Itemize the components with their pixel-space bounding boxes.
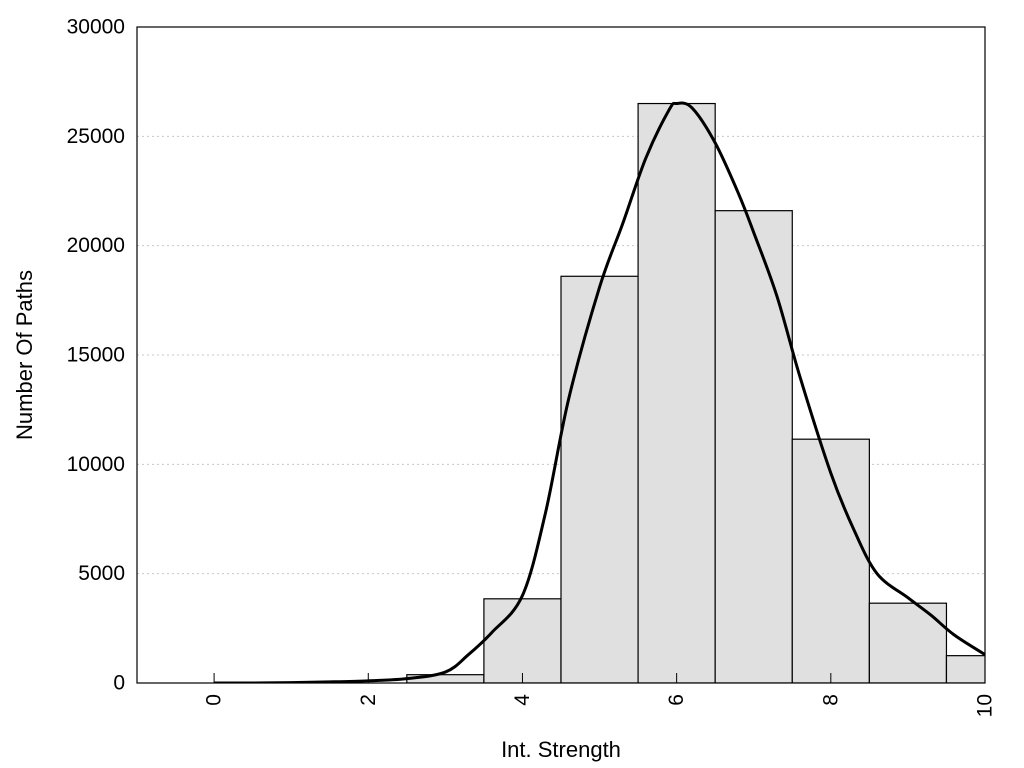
y-tick-label: 10000 bbox=[67, 453, 125, 476]
histogram-bar bbox=[714, 210, 793, 683]
y-tick-label: 20000 bbox=[67, 234, 125, 257]
y-tick-label: 0 bbox=[113, 672, 125, 695]
histogram-bar bbox=[791, 438, 870, 683]
x-tick-label: 2 bbox=[357, 694, 380, 706]
x-axis-ticks: 0 2 4 6 8 10 bbox=[203, 673, 997, 717]
density-curve bbox=[214, 101, 985, 683]
y-axis-ticks: 0 5000 10000 15000 20000 25000 30000 bbox=[67, 16, 125, 695]
histogram-bar bbox=[560, 275, 639, 683]
y-axis-title: Number Of Paths bbox=[12, 270, 37, 440]
y-tick-label: 5000 bbox=[78, 562, 125, 585]
y-tick-label: 15000 bbox=[67, 344, 125, 367]
x-tick-label: 0 bbox=[203, 694, 226, 706]
x-axis-title: Int. Strength bbox=[501, 737, 621, 762]
y-tick-label: 30000 bbox=[67, 16, 125, 39]
y-tick-label: 25000 bbox=[67, 125, 125, 148]
histogram-bar bbox=[637, 102, 716, 683]
plot-frame bbox=[136, 26, 986, 684]
x-tick-label: 10 bbox=[974, 694, 997, 717]
x-tick-label: 4 bbox=[511, 694, 534, 706]
density-curve-layer bbox=[214, 101, 985, 683]
plot-border bbox=[136, 26, 986, 684]
histogram-bar bbox=[483, 598, 562, 683]
histogram-bar bbox=[868, 602, 948, 683]
histogram-bar bbox=[945, 655, 985, 683]
x-tick-label: 8 bbox=[819, 694, 842, 706]
histogram-bars bbox=[406, 102, 985, 683]
x-tick-label: 6 bbox=[665, 694, 688, 706]
